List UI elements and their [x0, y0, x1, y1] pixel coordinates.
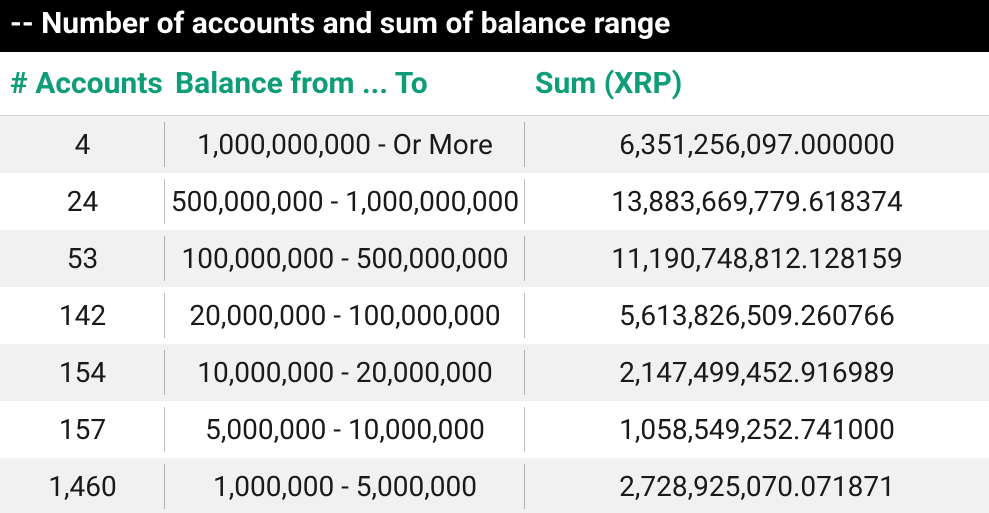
cell-accounts: 24 [0, 173, 165, 230]
value-accounts: 157 [59, 413, 106, 446]
cell-accounts: 1,460 [0, 458, 165, 513]
title-bar: -- Number of accounts and sum of balance… [0, 0, 989, 52]
table-row: 1,460 1,000,000 - 5,000,000 2,728,925,07… [0, 458, 989, 513]
table-row: 24 500,000,000 - 1,000,000,000 13,883,66… [0, 173, 989, 230]
value-accounts: 24 [67, 185, 98, 218]
table-row: 142 20,000,000 - 100,000,000 5,613,826,5… [0, 287, 989, 344]
cell-sum: 6,351,256,097.000000 [525, 116, 989, 173]
value-range: 20,000,000 - 100,000,000 [189, 299, 500, 332]
cell-accounts: 4 [0, 116, 165, 173]
value-accounts: 4 [75, 128, 91, 161]
value-sum: 6,351,256,097.000000 [619, 128, 895, 161]
cell-sum: 2,728,925,070.071871 [525, 458, 989, 513]
table-row: 154 10,000,000 - 20,000,000 2,147,499,45… [0, 344, 989, 401]
value-range: 10,000,000 - 20,000,000 [197, 356, 492, 389]
cell-sum: 11,190,748,812.128159 [525, 230, 989, 287]
value-range: 1,000,000,000 - Or More [197, 128, 493, 161]
cell-sum: 2,147,499,452.916989 [525, 344, 989, 401]
value-accounts: 53 [67, 242, 98, 275]
cell-accounts: 157 [0, 401, 165, 458]
table-row: 157 5,000,000 - 10,000,000 1,058,549,252… [0, 401, 989, 458]
table-header: # Accounts Balance from ... To Sum (XRP) [0, 52, 989, 116]
cell-range: 1,000,000 - 5,000,000 [165, 458, 525, 513]
cell-range: 10,000,000 - 20,000,000 [165, 344, 525, 401]
value-accounts: 142 [59, 299, 106, 332]
value-sum: 5,613,826,509.260766 [619, 299, 895, 332]
value-sum: 11,190,748,812.128159 [611, 242, 902, 275]
cell-accounts: 154 [0, 344, 165, 401]
title-text: -- Number of accounts and sum of balance… [10, 6, 670, 41]
cell-sum: 13,883,669,779.618374 [525, 173, 989, 230]
header-accounts: # Accounts [10, 66, 175, 101]
value-accounts: 1,460 [48, 470, 116, 503]
value-sum: 1,058,549,252.741000 [619, 413, 895, 446]
cell-sum: 5,613,826,509.260766 [525, 287, 989, 344]
value-sum: 2,728,925,070.071871 [619, 470, 895, 503]
value-accounts: 154 [59, 356, 106, 389]
cell-range: 5,000,000 - 10,000,000 [165, 401, 525, 458]
table-row: 53 100,000,000 - 500,000,000 11,190,748,… [0, 230, 989, 287]
header-sum: Sum (XRP) [535, 66, 979, 101]
value-range: 100,000,000 - 500,000,000 [182, 242, 509, 275]
value-sum: 2,147,499,452.916989 [619, 356, 895, 389]
cell-range: 1,000,000,000 - Or More [165, 116, 525, 173]
cell-accounts: 53 [0, 230, 165, 287]
value-range: 5,000,000 - 10,000,000 [205, 413, 485, 446]
value-sum: 13,883,669,779.618374 [611, 185, 902, 218]
accounts-table: 4 1,000,000,000 - Or More 6,351,256,097.… [0, 116, 989, 513]
cell-accounts: 142 [0, 287, 165, 344]
header-balance-range: Balance from ... To [175, 66, 535, 101]
table-row: 4 1,000,000,000 - Or More 6,351,256,097.… [0, 116, 989, 173]
cell-sum: 1,058,549,252.741000 [525, 401, 989, 458]
cell-range: 20,000,000 - 100,000,000 [165, 287, 525, 344]
value-range: 500,000,000 - 1,000,000,000 [171, 185, 519, 218]
cell-range: 100,000,000 - 500,000,000 [165, 230, 525, 287]
value-range: 1,000,000 - 5,000,000 [213, 470, 477, 503]
cell-range: 500,000,000 - 1,000,000,000 [165, 173, 525, 230]
